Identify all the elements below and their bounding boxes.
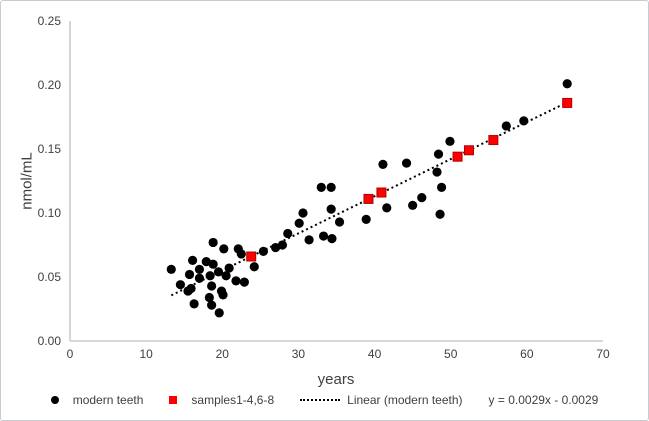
y-tick-label: 0.15 (38, 142, 62, 156)
data-point-modern-teeth (236, 249, 246, 259)
legend-label-trendline: Linear (modern teeth) (347, 393, 463, 407)
data-point-modern-teeth (316, 182, 326, 192)
legend-label-modern-teeth: modern teeth (72, 393, 144, 407)
data-point-modern-teeth (166, 264, 176, 274)
data-point-modern-teeth (562, 79, 572, 89)
x-tick-label: 0 (67, 347, 74, 361)
data-point-modern-teeth (401, 158, 412, 168)
data-point-modern-teeth (432, 167, 442, 177)
data-point-modern-teeth (194, 273, 205, 283)
data-point-modern-teeth (258, 246, 269, 256)
legend-item-modern-teeth: modern teeth (50, 393, 144, 407)
data-point-sample (463, 145, 474, 156)
data-point-modern-teeth (283, 228, 293, 239)
legend: modern teeth samples1-4,6-8 Linear (mode… (1, 393, 648, 407)
data-point-modern-teeth (327, 234, 337, 244)
data-point-sample (562, 97, 573, 108)
data-point-modern-teeth (189, 299, 199, 309)
data-point-modern-teeth (207, 300, 217, 310)
data-point-modern-teeth (249, 262, 259, 272)
data-point-modern-teeth (277, 240, 288, 250)
data-point-modern-teeth (219, 244, 229, 254)
data-point-sample (376, 187, 387, 198)
data-point-modern-teeth (318, 231, 329, 241)
data-point-modern-teeth (298, 208, 308, 218)
x-axis-title: years (317, 371, 355, 388)
data-point-sample (488, 135, 499, 146)
data-point-modern-teeth (519, 116, 529, 126)
data-point-modern-teeth (213, 267, 224, 277)
data-point-modern-teeth (207, 281, 217, 291)
legend-item-trendline: Linear (modern teeth) (300, 393, 463, 407)
y-tick-label: 0.00 (38, 334, 62, 348)
data-point-modern-teeth (187, 255, 198, 265)
data-point-modern-teeth (214, 308, 224, 318)
data-point-modern-teeth (175, 280, 186, 290)
dotted-line-icon (300, 399, 341, 401)
x-tick-label: 50 (444, 347, 458, 361)
data-point-modern-teeth (208, 237, 218, 248)
data-point-modern-teeth (378, 159, 388, 169)
data-point-modern-teeth (184, 269, 195, 280)
data-point-modern-teeth (326, 204, 336, 214)
x-tick-label: 30 (292, 347, 306, 361)
x-tick-label: 20 (216, 347, 230, 361)
data-point-sample (246, 251, 257, 262)
y-tick-label: 0.20 (38, 78, 62, 92)
square-marker-icon (169, 396, 178, 404)
data-point-modern-teeth (334, 217, 345, 227)
data-point-modern-teeth (194, 264, 205, 274)
data-point-sample (363, 193, 374, 204)
data-point-modern-teeth (501, 121, 511, 131)
x-tick-label: 40 (368, 347, 382, 361)
data-point-modern-teeth (361, 214, 371, 224)
data-point-modern-teeth (205, 271, 215, 281)
data-point-modern-teeth (221, 271, 231, 281)
x-tick-label: 10 (139, 347, 153, 361)
data-point-modern-teeth (436, 182, 447, 192)
data-point-modern-teeth (218, 290, 228, 300)
data-point-modern-teeth (382, 203, 392, 213)
x-tick-label: 70 (596, 347, 610, 361)
y-tick-label: 0.10 (38, 206, 62, 220)
data-point-modern-teeth (445, 136, 455, 146)
data-point-modern-teeth (208, 259, 218, 269)
data-point-modern-teeth (294, 218, 304, 228)
data-point-sample (452, 151, 463, 162)
data-point-modern-teeth (417, 193, 427, 203)
y-tick-label: 0.25 (38, 14, 62, 28)
y-tick-label: 0.05 (38, 270, 62, 284)
circle-marker-icon (50, 396, 59, 404)
y-axis-title: nmol/mL (18, 152, 36, 210)
data-point-modern-teeth (231, 276, 241, 286)
legend-label-samples: samples1-4,6-8 (191, 393, 275, 407)
data-point-modern-teeth (186, 283, 196, 294)
trendline-equation: y = 0.0029x - 0.0029 (488, 393, 599, 407)
data-point-modern-teeth (408, 200, 418, 210)
data-point-modern-teeth (326, 182, 336, 192)
data-point-modern-teeth (204, 292, 214, 303)
x-tick-label: 60 (520, 347, 534, 361)
data-point-modern-teeth (435, 209, 445, 219)
data-point-modern-teeth (304, 235, 314, 245)
data-point-modern-teeth (224, 263, 234, 273)
legend-item-samples: samples1-4,6-8 (169, 393, 274, 407)
data-point-modern-teeth (433, 149, 444, 159)
data-point-modern-teeth (239, 277, 249, 287)
